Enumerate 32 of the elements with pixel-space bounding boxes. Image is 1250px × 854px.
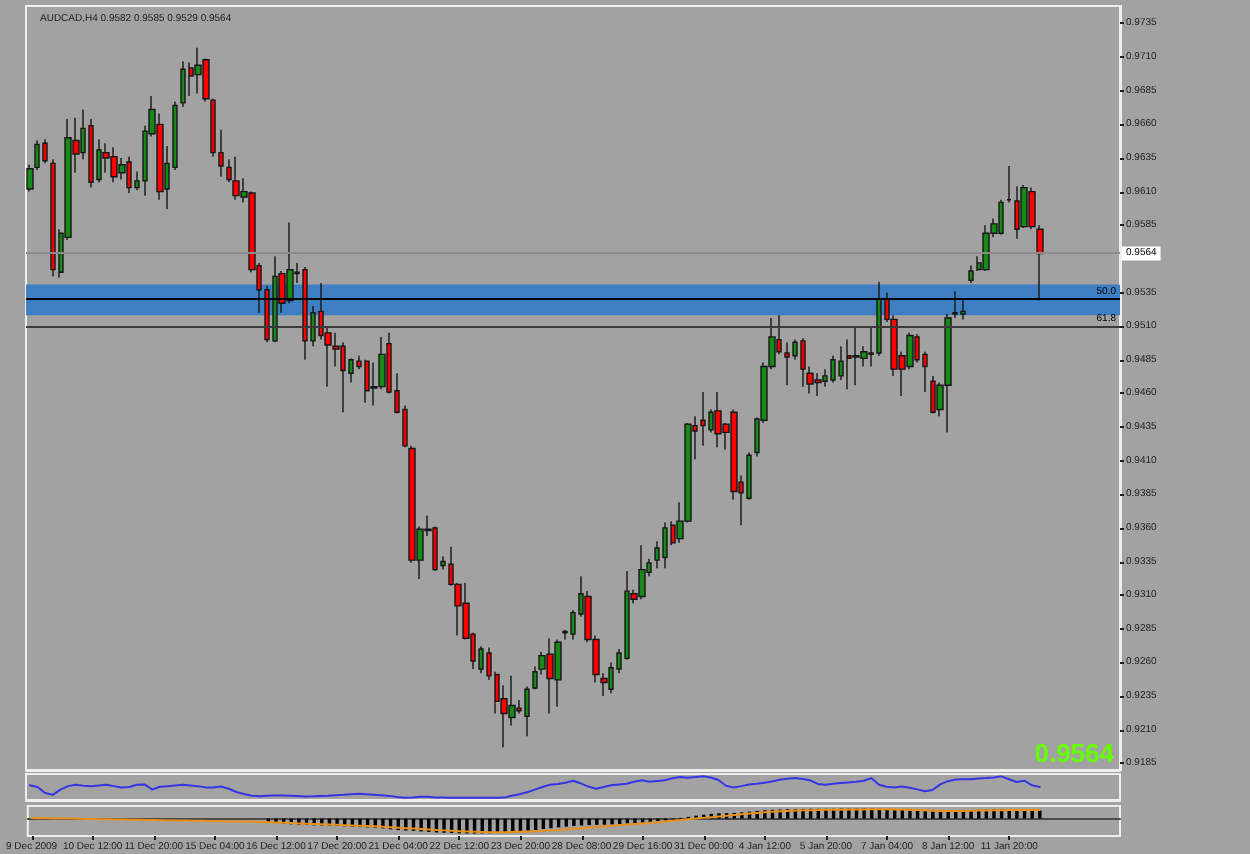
candlestick: [232, 155, 240, 201]
candlestick: [302, 266, 308, 361]
candlestick: [998, 198, 1004, 236]
candlestick: [180, 60, 186, 108]
candlestick: [524, 685, 530, 738]
candlestick: [982, 224, 990, 272]
candlestick: [546, 637, 554, 715]
candlestick: [714, 391, 722, 448]
candlestick: [968, 264, 974, 284]
candlestick: [1014, 185, 1020, 240]
candlestick: [50, 158, 56, 278]
candlestick: [126, 155, 132, 194]
candlestick: [102, 142, 110, 174]
candlestick: [340, 341, 346, 413]
candlestick: [638, 544, 646, 600]
candlestick: [960, 298, 966, 321]
candlestick: [784, 341, 790, 387]
candlestick: [194, 47, 202, 95]
candlestick: [852, 326, 860, 387]
candlestick: [364, 359, 370, 404]
candlestick: [662, 521, 668, 569]
annotation: 0.9564: [1034, 738, 1116, 768]
candlestick: [814, 372, 822, 397]
candlestick: [272, 255, 278, 343]
candlestick: [800, 337, 806, 388]
candlestick: [110, 146, 118, 183]
candlestick: [554, 638, 562, 708]
candlestick: [930, 375, 936, 415]
candlestick: [838, 345, 844, 381]
candlestick: [1006, 165, 1012, 204]
candlestick: [88, 118, 94, 189]
candlestick: [42, 138, 48, 165]
